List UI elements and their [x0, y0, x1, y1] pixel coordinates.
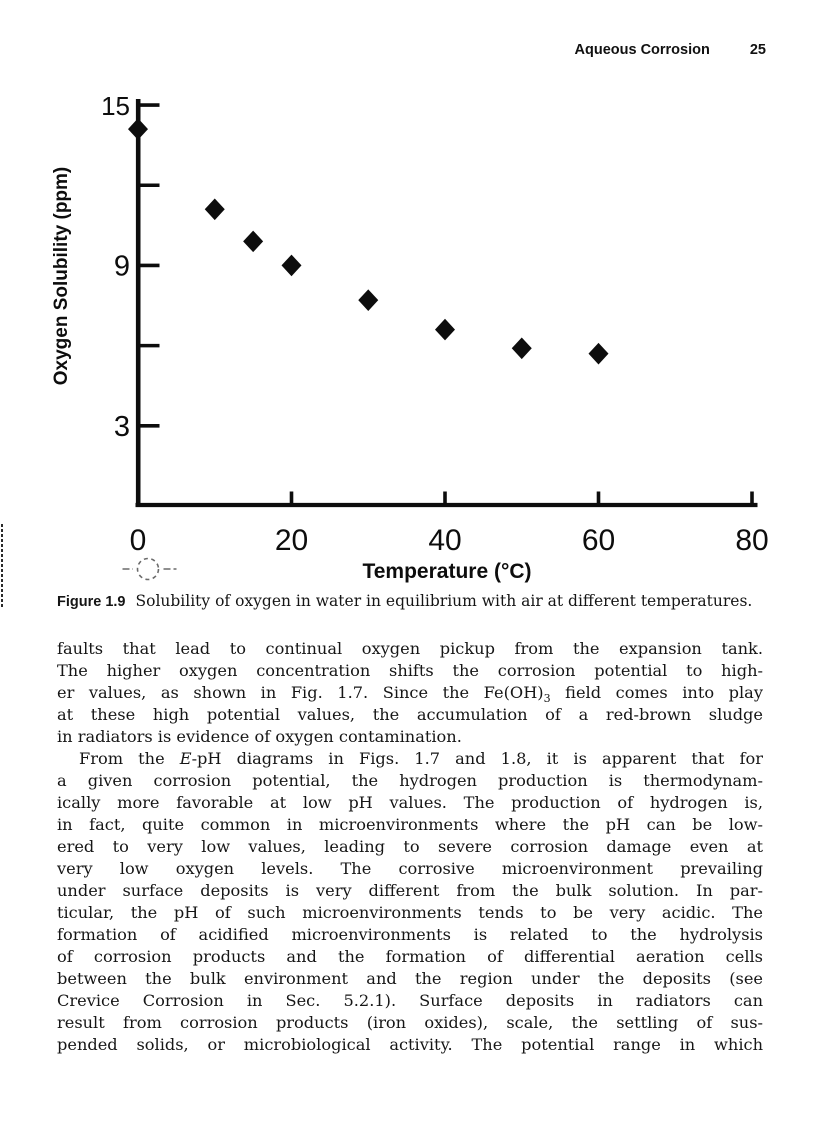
body-text-line: in radiators is evidence of oxygen conta…: [57, 727, 462, 746]
x-axis-title: Temperature (°C): [362, 560, 531, 583]
y-tick-label: 9: [114, 250, 130, 282]
page-number: 25: [749, 42, 766, 58]
body-text-line: formation of acidified microenvironments…: [57, 925, 763, 944]
data-point-diamond: [588, 342, 609, 365]
figure-1-9-chart: 15 9 3 0 20 40 60 80 Temperature (°C) Oxygen Solu…: [1, 91, 769, 609]
body-text-line: ticular, the pH of such microenvironment…: [57, 903, 763, 922]
body-text-line: result from corrosion products (iron oxi…: [57, 1013, 763, 1032]
data-point-diamond: [243, 230, 264, 253]
figure-caption-text: Solubility of oxygen in water in equilib…: [135, 592, 753, 610]
x-tick-label: 60: [582, 524, 615, 557]
body-text-line: Crevice Corrosion in Sec. 5.2.1). Surfac…: [57, 991, 763, 1010]
body-text-line: pended solids, or microbiological activi…: [57, 1035, 763, 1054]
figure-caption-label: Figure 1.9: [57, 594, 126, 610]
body-text-line: ically more favorable at low pH values. …: [57, 793, 763, 812]
body-text-line: of corrosion products and the formation …: [57, 947, 763, 966]
y-tick-label: 15: [101, 91, 130, 121]
body-text-line: between the bulk environment and the reg…: [57, 969, 763, 988]
data-point-diamond: [128, 118, 148, 140]
body-text-line: faults that lead to continual oxygen pic…: [57, 639, 763, 658]
x-tick-label: 0: [130, 524, 147, 557]
data-point-diamond: [435, 318, 455, 341]
body-text-line: in fact, quite common in microenvironmen…: [57, 815, 763, 834]
registration-mark-icon: [136, 557, 160, 581]
body-text-line: er values, as shown in Fig. 1.7. Since t…: [57, 683, 763, 706]
data-point-diamond: [204, 198, 225, 221]
body-text-line: a given corrosion potential, the hydroge…: [57, 771, 763, 790]
data-point-diamond: [511, 337, 532, 360]
y-tick-label: 3: [114, 411, 130, 443]
running-header: Aqueous Corrosion 25: [575, 42, 766, 58]
body-text-line: From the E-pH diagrams in Figs. 1.7 and …: [79, 749, 763, 768]
figure-caption: Figure 1.9 Solubility of oxygen in water …: [57, 592, 769, 611]
body-text-line: very low oxygen levels. The corrosive mi…: [57, 859, 763, 878]
body-text-line: at these high potential values, the accu…: [57, 705, 763, 724]
body-text: faults that lead to continual oxygen pic…: [57, 638, 763, 1056]
body-text-line: The higher oxygen concentration shifts t…: [57, 661, 763, 680]
x-tick-label: 80: [735, 524, 768, 557]
running-title: Aqueous Corrosion: [574, 42, 710, 58]
x-tick-label: 20: [275, 524, 308, 557]
data-point-diamond: [358, 289, 379, 311]
data-point-diamond: [281, 254, 302, 277]
y-axis-title: Oxygen Solubility (ppm): [51, 167, 72, 386]
body-text-line: under surface deposits is very different…: [57, 881, 763, 900]
x-tick-label: 40: [428, 524, 461, 557]
body-text-line: ered to very low values, leading to seve…: [57, 837, 763, 856]
